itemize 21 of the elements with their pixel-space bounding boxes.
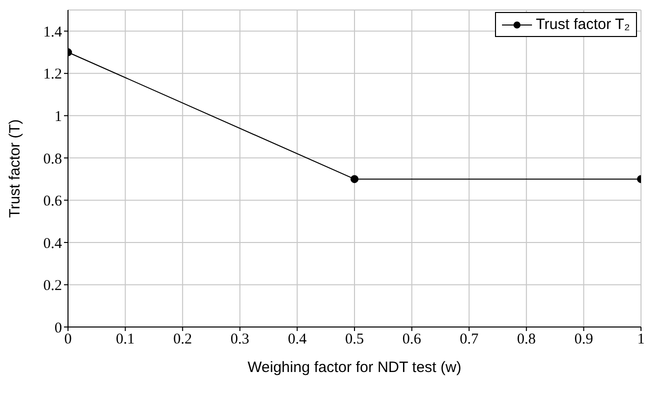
x-tick-label: 0.2 bbox=[173, 332, 192, 348]
y-tick-label: 0 bbox=[54, 320, 62, 336]
x-tick-label: 0.6 bbox=[402, 332, 422, 348]
y-axis-title: Trust factor (T) bbox=[6, 119, 24, 218]
y-tick-label: 1 bbox=[54, 108, 62, 125]
y-tick-label: 0.6 bbox=[43, 194, 62, 210]
x-tick-label: 0.9 bbox=[574, 332, 594, 348]
y-tick-label: 0.8 bbox=[43, 151, 62, 168]
x-tick-label: 0.3 bbox=[230, 332, 250, 348]
y-tick-label: 1.4 bbox=[43, 24, 62, 40]
x-tick-label: 0.1 bbox=[116, 332, 135, 348]
legend-label: Trust factor T₂ bbox=[536, 16, 630, 33]
y-tick-label: 1.2 bbox=[43, 66, 62, 83]
x-tick-label: 1 bbox=[637, 332, 645, 348]
x-tick-label: 0.7 bbox=[460, 332, 479, 348]
x-tick-label: 0.8 bbox=[517, 332, 536, 348]
x-tick-label: 0.4 bbox=[288, 332, 308, 348]
y-tick-label: 0.2 bbox=[43, 278, 62, 294]
x-axis-title: Weighing factor for NDT test (w) bbox=[248, 359, 462, 376]
x-tick-label: 0.5 bbox=[345, 332, 364, 348]
y-tick-label: 0.4 bbox=[43, 236, 62, 252]
